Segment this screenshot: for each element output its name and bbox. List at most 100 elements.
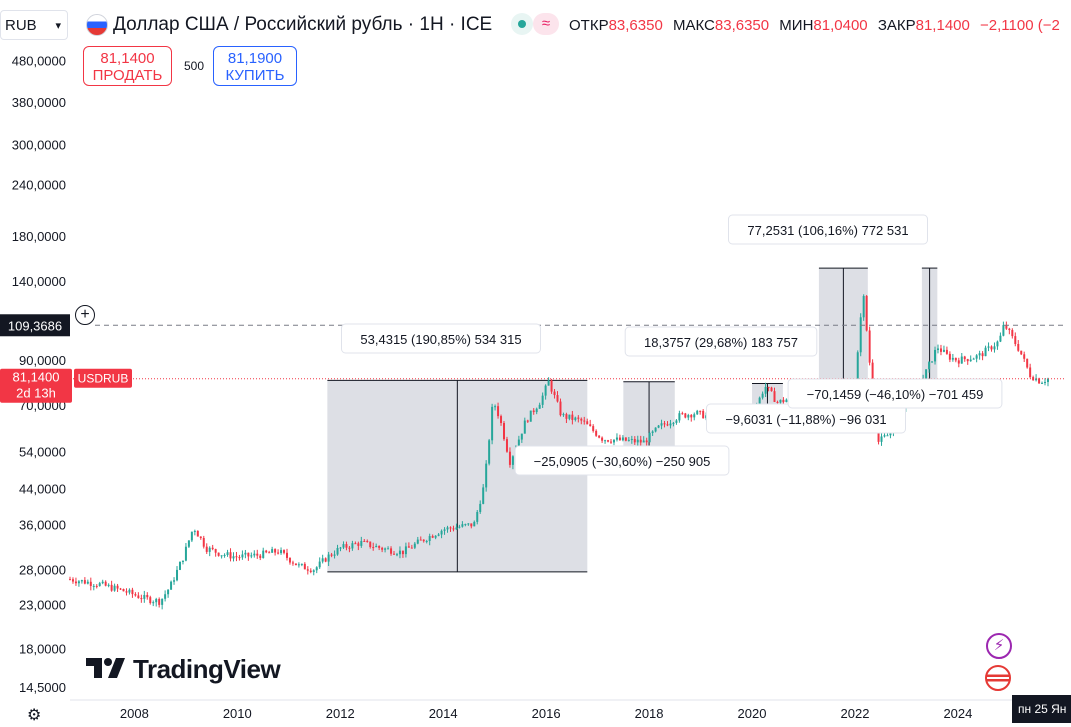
candle-body [963,356,966,360]
candle-body [672,422,675,424]
candle-body [199,536,202,539]
candle-body [339,547,342,549]
candle-body [86,581,89,584]
candle-body [954,357,957,361]
candle-body [253,553,256,556]
candle-body [229,552,232,559]
candle-body [176,569,179,581]
quantity-value[interactable]: 500 [184,59,205,73]
time-tick-label: 2010 [223,706,252,721]
candle-body [957,360,960,364]
candle-body [942,349,945,352]
symbol-title[interactable]: Доллар США / Российский рубль · 1H · ICE [113,14,493,35]
measure-label: 18,3757 (29,68%) 183 757 [644,335,798,350]
gear-icon[interactable]: ⚙ [27,707,42,724]
time-tick-label: 2016 [532,706,561,721]
candle-body [639,439,642,443]
measure-label-box [787,378,1003,409]
currency-select[interactable]: RUB ▾ [0,10,68,40]
measure-label-box [341,323,541,354]
candle-body [274,549,277,553]
measure-label-box [728,214,928,245]
candle-body [633,439,636,443]
candle-body [702,410,705,419]
candle-body [574,417,577,420]
buy-button[interactable]: 81,1900 КУПИТЬ [213,46,297,86]
candle-body [158,599,161,605]
candle-body [401,550,404,555]
measure-label: 53,4315 (190,85%) 534 315 [360,332,521,347]
candle-body [440,530,443,535]
candle-body [630,439,633,441]
candle-body [1041,382,1044,384]
time-tick-label: 2024 [943,706,972,721]
candle-body [202,538,205,547]
candle-body [398,550,401,555]
lightning-icon[interactable]: ⚡ [986,633,1012,659]
candle-body [470,523,473,527]
candle-body [1005,325,1008,329]
candle-body [948,353,951,360]
candle-body [294,563,297,566]
candle-body [859,317,862,353]
candle-body [657,425,660,428]
candle-body [461,524,464,527]
add-alert-plus-icon[interactable]: + [75,305,95,325]
candle-body [571,414,574,420]
market-open-icon[interactable] [511,13,533,35]
candle-body [497,406,500,417]
candle-body [559,401,562,416]
candle-body [1008,328,1011,331]
candle-body [464,524,467,526]
us-flag-button-icon[interactable] [985,665,1011,691]
data-source-icon[interactable]: ≈ [533,13,559,35]
candle-body [357,543,360,546]
open-label: ОТКР [569,17,609,34]
candle-body [336,547,339,555]
candle-body [167,589,170,595]
candle-body [149,597,152,603]
candle-body [1014,336,1017,344]
candle-body [675,420,678,423]
candle-body [1029,367,1032,378]
candle-body [384,548,387,550]
candle-body [416,539,419,544]
price-tick-label: 28,0000 [19,562,66,577]
last-price-tag [0,368,72,403]
candle-body [360,540,363,546]
price-tick-label: 180,0000 [12,229,66,244]
candle-body [592,426,595,431]
candle-body [520,433,523,440]
candle-body [526,420,529,422]
chevron-down-icon: ▾ [55,20,61,32]
tradingview-logo-text: TradingView [133,654,281,684]
candle-body [610,441,613,443]
candle-body [104,581,107,586]
candle-body [178,561,181,570]
sell-price: 81,1400 [100,50,155,67]
candle-body [226,552,229,555]
candle-body [107,584,110,586]
high-label: МАКС [672,17,715,34]
candle-body [951,357,954,360]
candle-body [378,545,381,548]
candle-body [612,439,615,443]
candle-body [413,543,416,548]
candle-body [666,424,669,426]
candle-body [381,547,384,550]
candle-body [511,456,514,465]
candle-body [324,558,327,562]
time-tick-label: 2020 [738,706,767,721]
sell-button[interactable]: 81,1400 ПРОДАТЬ [83,46,172,86]
measure-labels: 53,4315 (190,85%) 534 315 −25,0905 (−30,6… [341,214,1003,476]
candle-body [297,564,300,566]
candle-body [651,431,654,433]
candle-body [473,521,476,527]
candle-body [351,543,354,549]
candle-body [598,435,601,438]
price-tick-label: 36,0000 [19,517,66,532]
candle-body [80,580,83,582]
candle-body [975,355,978,359]
tradingview-logo-icon [86,658,125,678]
